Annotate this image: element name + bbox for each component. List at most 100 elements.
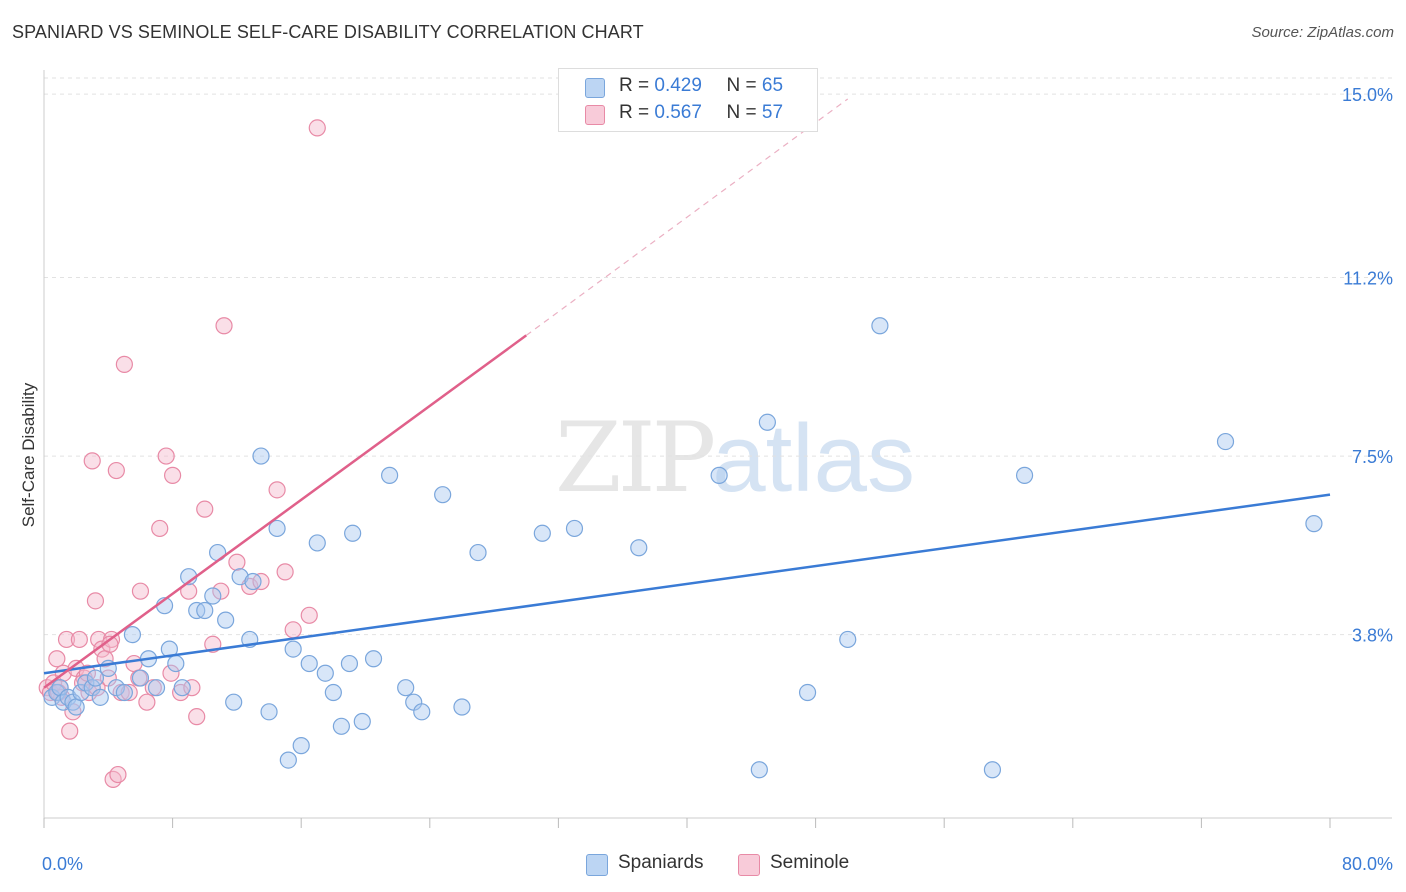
spaniards-point	[381, 466, 399, 484]
spaniards-point	[1015, 466, 1034, 484]
spaniards-point	[324, 683, 342, 702]
spaniards-point	[167, 654, 185, 673]
legend-n-value-seminole: 57	[761, 102, 784, 123]
seminole-point	[120, 683, 138, 702]
y-axis-label: Self-Care Disability	[19, 382, 38, 527]
spaniards-point	[871, 317, 889, 335]
seminole-point	[300, 606, 318, 624]
spaniards-point	[758, 413, 776, 431]
spaniards-point	[1305, 515, 1323, 533]
y-tick-label: 11.2%	[1343, 269, 1393, 289]
spaniards-point	[983, 761, 1002, 779]
spaniards-point	[316, 664, 334, 682]
y-tick-label: 15.0%	[1342, 85, 1393, 105]
bottom-legend-label-seminole: Seminole	[770, 852, 850, 873]
watermark: ZIPatlas	[555, 402, 915, 514]
x-tick-label-max: 80.0%	[1342, 854, 1393, 874]
spaniards-point	[115, 683, 133, 702]
spaniards-point	[217, 611, 235, 629]
seminole-point	[268, 481, 286, 499]
spaniards-point	[123, 626, 142, 644]
spaniards-point	[565, 519, 584, 538]
spaniards-point	[533, 524, 551, 542]
seminole-point	[284, 621, 302, 639]
spaniards-point	[196, 601, 214, 620]
spaniards-point	[353, 712, 371, 731]
spaniards-point	[107, 679, 125, 697]
seminole-point	[83, 452, 101, 470]
seminole-point	[57, 630, 76, 649]
stats-legend: R = 0.429 N = 65 R = 0.567 N = 57	[558, 68, 818, 132]
legend-n-label: N =	[726, 102, 757, 123]
legend-r-label: R =	[619, 75, 650, 96]
spaniards-point	[397, 679, 415, 697]
seminole-trend-line	[43, 334, 527, 689]
seminole-point	[228, 553, 246, 571]
spaniards-point	[750, 761, 768, 779]
spaniards-point	[231, 568, 249, 586]
seminole-trend-extension	[525, 98, 849, 336]
seminole-point	[107, 461, 125, 480]
spaniards-point	[91, 688, 109, 706]
bottom-legend-label-spaniards: Spaniards	[618, 852, 704, 873]
spaniards-point	[147, 679, 166, 697]
y-tick-label: 7.5%	[1352, 447, 1393, 467]
spaniards-point	[300, 654, 318, 673]
spaniards-point	[252, 447, 270, 465]
spaniards-point	[284, 640, 302, 658]
seminole-point	[138, 693, 156, 711]
spaniards-point	[292, 737, 310, 755]
spaniards-point	[279, 751, 297, 769]
spaniards-point	[54, 693, 72, 711]
spaniards-point	[268, 519, 286, 538]
chart-title: SPANIARD VS SEMINOLE SELF-CARE DISABILIT…	[12, 22, 644, 42]
spaniards-point	[332, 717, 350, 735]
seminole-point	[212, 582, 230, 600]
legend-swatch-seminole	[585, 105, 605, 125]
watermark-zip: ZIP	[555, 402, 716, 514]
spaniards-point	[344, 524, 362, 542]
spaniards-point	[630, 539, 648, 557]
seminole-point	[61, 722, 79, 740]
legend-text-seminole: R = 0.567 N = 57	[619, 102, 783, 124]
spaniards-point	[308, 534, 326, 552]
spaniards-point	[798, 683, 817, 702]
seminole-point	[157, 447, 175, 465]
legend-text-spaniards: R = 0.429 N = 65	[619, 75, 783, 97]
spaniards-point	[434, 486, 452, 504]
spaniards-point	[364, 650, 383, 668]
bottom-legend-swatch-spaniards	[586, 854, 608, 876]
legend-r-value-spaniards: 0.429	[654, 75, 702, 96]
spaniards-point	[244, 572, 262, 591]
spaniards-point	[225, 693, 243, 711]
seminole-point	[70, 630, 88, 649]
spaniards-point	[48, 683, 66, 702]
seminole-point	[215, 317, 233, 335]
seminole-point	[276, 563, 294, 581]
seminole-point	[308, 119, 326, 137]
seminole-point	[196, 500, 214, 518]
spaniards-point	[469, 543, 487, 562]
legend-n-label: N =	[726, 75, 757, 96]
seminole-point	[86, 592, 105, 610]
seminole-point	[151, 519, 169, 538]
seminole-point	[125, 654, 143, 673]
y-tick-label: 3.8%	[1352, 626, 1393, 646]
spaniards-point	[204, 587, 222, 605]
seminole-point	[48, 650, 66, 668]
seminole-point	[131, 582, 150, 600]
spaniards-point	[160, 640, 178, 658]
spaniards-point	[340, 654, 359, 673]
spaniards-point	[710, 466, 728, 484]
seminole-point	[183, 679, 201, 697]
seminole-point	[104, 770, 122, 788]
spaniards-point	[260, 703, 278, 721]
spaniards-point	[413, 703, 431, 721]
spaniards-point	[72, 683, 90, 702]
seminole-point	[109, 765, 127, 784]
spaniards-point	[86, 669, 105, 687]
spaniards-point	[1216, 432, 1235, 451]
spaniards-point	[173, 679, 191, 697]
seminole-point	[162, 664, 180, 682]
seminole-point	[164, 466, 182, 484]
